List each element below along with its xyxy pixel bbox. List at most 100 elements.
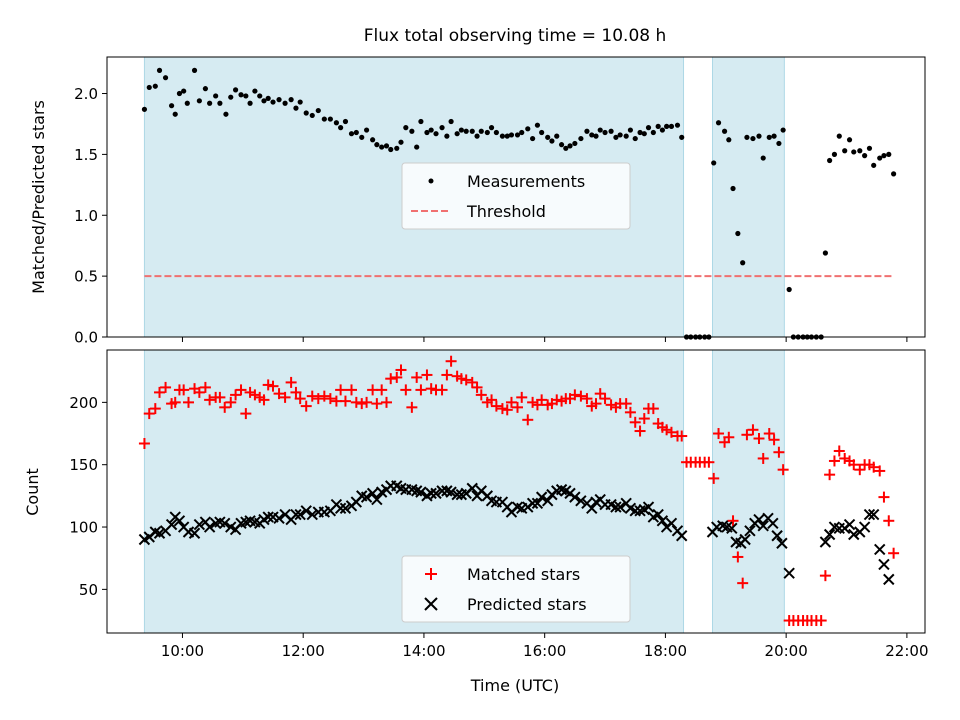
matched-stars-point: [169, 396, 181, 408]
measurements-point: [342, 118, 349, 125]
measurements-point: [191, 67, 198, 73]
bottom-panel: 50 100 150 200 10:00 12:00 14:00 16:00 18:00 20:…: [23, 349, 929, 695]
bottom-ytick-label: 50: [79, 581, 98, 599]
measurements-point: [578, 135, 584, 142]
matched-stars-point: [279, 391, 291, 403]
measurements-point: [750, 135, 756, 142]
matched-stars-point: [848, 459, 860, 471]
legend-matched-marker: [425, 568, 437, 580]
predicted-stars-point: [262, 511, 274, 523]
measurements-point: [243, 93, 249, 99]
top-ytick-label: 1.5: [74, 146, 98, 164]
measurements-point: [257, 93, 263, 99]
measurements-point: [181, 88, 187, 94]
measurements-point: [265, 95, 271, 101]
bottom-ytick-label: 200: [69, 394, 98, 412]
matched-stars-point: [620, 398, 632, 410]
measurements-point: [519, 129, 525, 136]
measurements-point: [756, 133, 762, 139]
matched-stars-point: [732, 551, 744, 563]
matched-stars-point: [490, 400, 502, 412]
measurements-point: [655, 123, 661, 129]
predicted-stars-point: [306, 508, 318, 521]
measurements-point: [141, 106, 148, 112]
predicted-stars-point: [193, 518, 206, 531]
matched-stars-point: [324, 393, 336, 405]
predicted-stars-point: [614, 501, 626, 513]
measurements-point: [857, 148, 863, 154]
measurements-point: [213, 93, 219, 99]
predicted-stars-point: [883, 573, 895, 586]
matched-stars-point: [741, 429, 753, 441]
measurements-point: [232, 87, 239, 93]
measurements-point: [348, 131, 355, 137]
measurements-point: [398, 139, 404, 145]
measurements-point: [297, 99, 303, 105]
measurements-point: [394, 145, 400, 151]
measurements-point: [288, 97, 294, 103]
measurements-point: [726, 137, 732, 143]
matched-stars-point: [312, 393, 324, 405]
matched-stars-point: [421, 369, 433, 381]
matched-stars-point: [436, 384, 448, 396]
measurements-point: [827, 157, 833, 164]
matched-stars-point: [204, 394, 216, 406]
matched-stars-point: [466, 376, 478, 388]
matched-stars-point: [160, 381, 172, 393]
measurements-point: [247, 100, 253, 106]
legend-matched-label: Matched stars: [467, 565, 580, 584]
matched-stars-point: [737, 577, 749, 589]
bottom-shaded-interval-1: [712, 349, 785, 634]
measurements-point: [534, 122, 541, 128]
measurements-point: [659, 127, 665, 133]
predicted-stars-point: [575, 495, 587, 507]
measurements-point: [207, 100, 213, 106]
measurements-point: [572, 140, 578, 147]
measurements-point: [414, 144, 420, 150]
matched-stars-point: [273, 388, 285, 400]
matched-stars-point: [395, 364, 407, 376]
predicted-stars-point: [739, 533, 751, 546]
predicted-stars-point: [371, 493, 383, 506]
bottom-xtick-label: 10:00: [161, 642, 204, 660]
measurements-point: [499, 133, 506, 139]
predicted-stars-point: [858, 521, 871, 533]
measurements-point: [439, 125, 445, 131]
measurements-point: [771, 133, 777, 139]
matched-stars-point: [661, 424, 673, 436]
predicted-stars-point: [629, 505, 641, 517]
matched-stars-point: [854, 464, 866, 476]
matched-stars-point: [240, 408, 252, 420]
measurements-point: [623, 133, 629, 139]
measurements-point: [637, 129, 643, 136]
measurements-point: [493, 129, 499, 136]
matched-stars-point: [350, 396, 362, 408]
matched-stars-point: [590, 398, 602, 410]
measurements-point: [650, 129, 656, 136]
predicted-stars-point: [586, 502, 598, 515]
predicted-stars-point: [744, 525, 756, 537]
predicted-stars-point: [665, 517, 678, 529]
top-points-layer: [141, 67, 897, 340]
predicted-stars-point: [273, 512, 285, 525]
measurements-point: [379, 144, 385, 150]
predicted-stars-point: [753, 513, 765, 526]
matched-stars-point: [445, 355, 457, 367]
matched-stars-point: [581, 393, 593, 405]
measurements-point: [353, 129, 359, 136]
matched-stars-point: [828, 455, 840, 467]
measurements-point: [176, 90, 183, 97]
measurements-point: [333, 120, 340, 126]
predicted-stars-point: [848, 528, 860, 541]
matched-stars-point: [262, 379, 274, 391]
measurements-point: [877, 155, 883, 161]
legend-predicted-marker: [424, 597, 438, 611]
measurements-point: [474, 133, 480, 139]
bottom-y-axis-label: Count: [23, 468, 42, 516]
predicted-stars-point: [219, 517, 231, 529]
measurements-point: [632, 135, 638, 142]
top-y-axis-label: Matched/Predicted stars: [29, 100, 48, 294]
matched-stars-point: [258, 394, 270, 406]
predicted-stars-point: [188, 527, 201, 539]
predicted-stars-point: [290, 508, 302, 521]
